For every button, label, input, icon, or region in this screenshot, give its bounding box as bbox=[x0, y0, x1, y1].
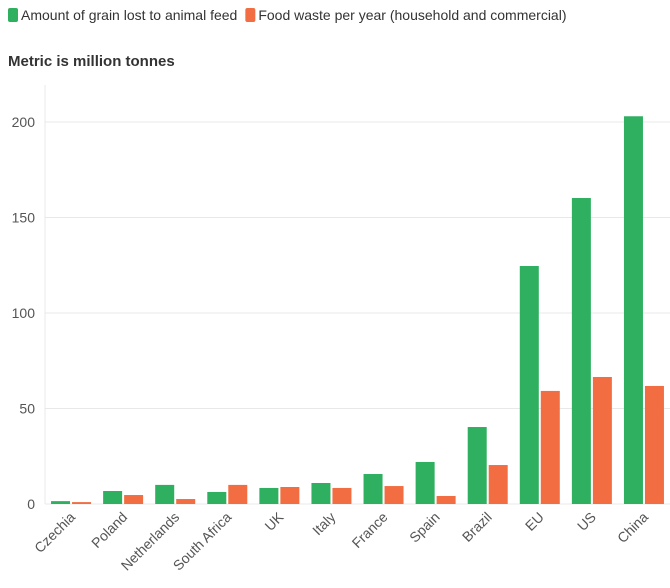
y-tick-label: 0 bbox=[27, 496, 35, 512]
bar bbox=[467, 427, 487, 504]
x-tick-label: Brazil bbox=[459, 509, 495, 545]
bar bbox=[51, 501, 71, 504]
bar bbox=[363, 474, 383, 504]
x-tick-label: UK bbox=[261, 508, 287, 534]
legend-label[interactable]: Amount of grain lost to animal feed bbox=[21, 7, 237, 23]
x-tick-label: China bbox=[614, 509, 651, 546]
y-tick-label: 200 bbox=[12, 114, 36, 130]
x-tick-label: Czechia bbox=[31, 509, 78, 556]
legend-swatch[interactable] bbox=[245, 8, 256, 22]
y-tick-label: 50 bbox=[19, 401, 35, 417]
bar bbox=[592, 376, 612, 504]
bar bbox=[207, 491, 227, 504]
bar bbox=[540, 390, 560, 504]
x-tick-label: Spain bbox=[406, 509, 443, 546]
bar bbox=[259, 487, 279, 504]
bar bbox=[519, 266, 539, 504]
bar bbox=[280, 487, 300, 504]
legend-swatch[interactable] bbox=[8, 8, 18, 22]
bar bbox=[176, 499, 196, 504]
bar bbox=[332, 487, 352, 504]
y-tick-label: 100 bbox=[12, 305, 36, 321]
bar bbox=[311, 482, 331, 504]
bar bbox=[415, 461, 435, 504]
x-tick-label: EU bbox=[522, 509, 547, 534]
bar bbox=[228, 484, 248, 504]
chart-subtitle: Metric is million tonnes bbox=[8, 53, 175, 70]
bar bbox=[155, 484, 175, 504]
bar bbox=[124, 495, 144, 504]
bar bbox=[488, 465, 508, 504]
bar bbox=[623, 116, 643, 505]
bar bbox=[72, 502, 92, 504]
bar bbox=[644, 385, 664, 504]
bar bbox=[384, 486, 404, 504]
legend-label[interactable]: Food waste per year (household and comme… bbox=[258, 7, 566, 23]
x-tick-label: Italy bbox=[309, 509, 338, 538]
y-tick-label: 150 bbox=[12, 210, 36, 226]
x-tick-label: France bbox=[349, 509, 391, 551]
bar bbox=[571, 198, 591, 504]
bar bbox=[436, 495, 456, 504]
x-tick-label: US bbox=[574, 509, 599, 534]
x-tick-label: Poland bbox=[88, 509, 130, 551]
bar bbox=[103, 491, 123, 504]
